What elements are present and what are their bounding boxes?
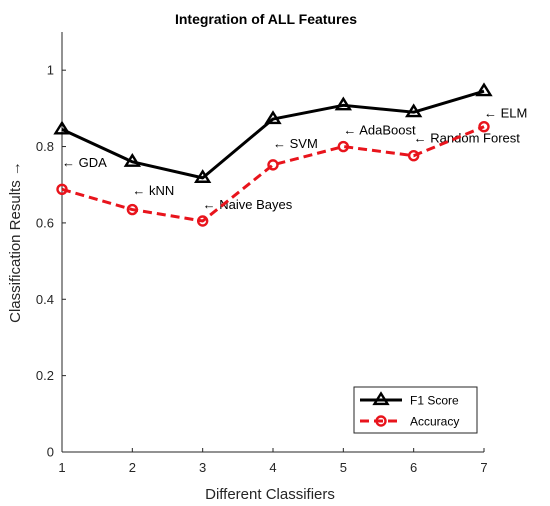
data-point (53, 120, 71, 135)
y-tick-label: 0 (47, 445, 54, 460)
legend: F1 Score Accuracy (353, 386, 478, 434)
series-accuracy (56, 120, 490, 227)
annotation-label: ← Random Forest (414, 131, 521, 146)
data-point (337, 140, 350, 153)
x-tick-label: 3 (199, 460, 206, 475)
x-tick-label: 7 (480, 460, 487, 475)
chart-title: Integration of ALL Features (175, 11, 357, 27)
data-point (478, 120, 490, 133)
y-axis-label: Classification Results → (7, 161, 24, 323)
annotation-label: ← SVM (273, 136, 318, 151)
x-tick-label: 5 (340, 460, 347, 475)
legend-label: F1 Score (410, 394, 459, 408)
legend-marker (372, 391, 390, 406)
data-point (407, 150, 420, 162)
annotation-label: ← Naive Bayes (203, 197, 293, 212)
y-tick-label: 1 (47, 63, 54, 78)
y-tick-label: 0.4 (36, 292, 54, 307)
data-point (126, 203, 139, 216)
legend-marker (375, 415, 387, 427)
legend-box (353, 386, 478, 434)
annotations: ← GDA← kNN← Naive Bayes← SVM← AdaBoost← … (62, 105, 527, 212)
data-point (194, 169, 212, 183)
legend-label: Accuracy (410, 415, 459, 429)
x-tick-label: 4 (269, 460, 276, 475)
data-point (267, 159, 279, 171)
data-point (123, 153, 141, 167)
annotation-label: ← AdaBoost (343, 123, 416, 138)
data-point (475, 82, 493, 97)
x-axis-label: Different Classifiers (205, 486, 335, 503)
data-point (56, 183, 68, 196)
series-line (61, 89, 485, 180)
y-tick-label: 0.8 (36, 139, 54, 154)
x-tick-label: 6 (410, 460, 417, 475)
series-layer (53, 82, 493, 227)
series-line (61, 125, 485, 223)
annotation-label: ← kNN (132, 183, 174, 198)
y-tick-label: 0.2 (36, 368, 54, 383)
annotation-label: ← GDA (62, 155, 107, 170)
data-point (405, 103, 423, 118)
data-point (264, 110, 282, 125)
axes: 0 0.2 0.4 0.6 0.8 1 1 2 3 4 5 6 7 (36, 32, 488, 475)
series-f1-score (53, 82, 493, 183)
x-tick-label: 1 (58, 460, 65, 475)
y-tick-label: 0.6 (36, 215, 54, 230)
x-tick-label: 2 (129, 460, 136, 475)
data-point (334, 96, 352, 111)
data-point (196, 215, 209, 227)
annotation-label: ← ELM (484, 105, 527, 120)
